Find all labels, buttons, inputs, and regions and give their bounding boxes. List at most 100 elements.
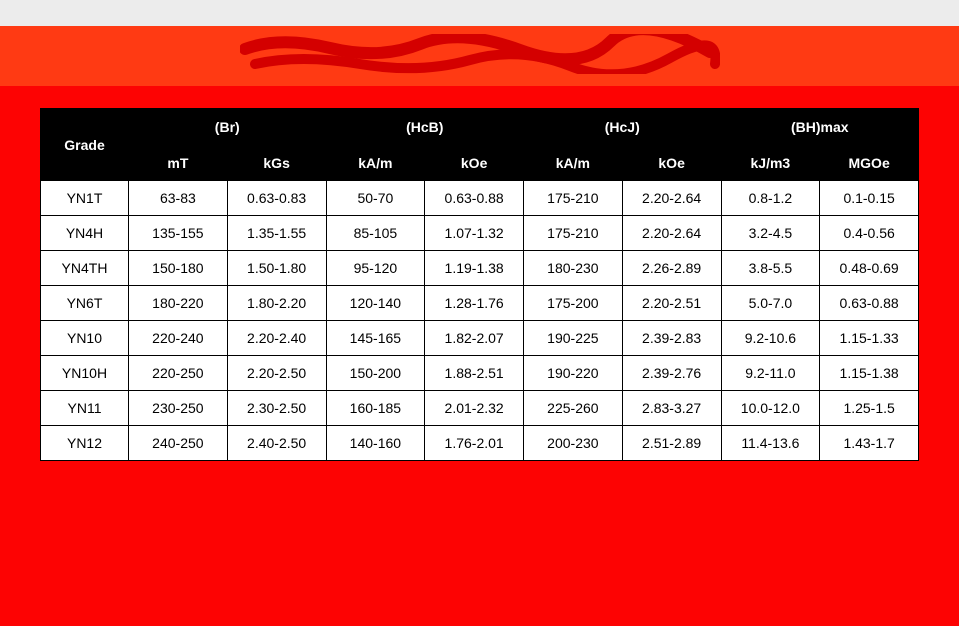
cell: 0.4-0.56 xyxy=(820,216,919,251)
main-panel: Grade (Br) (HcB) (HcJ) (BH)max mT kGs kA… xyxy=(0,86,959,626)
cell: 150-200 xyxy=(326,356,425,391)
cell: 3.8-5.5 xyxy=(721,251,820,286)
cell: 175-210 xyxy=(524,216,623,251)
header-row-units: mT kGs kA/m kOe kA/m kOe kJ/m3 MGOe xyxy=(41,146,919,181)
col-br-mt: mT xyxy=(129,146,228,181)
cell: 2.26-2.89 xyxy=(622,251,721,286)
cell: 2.51-2.89 xyxy=(622,426,721,461)
cell: 95-120 xyxy=(326,251,425,286)
col-group-hcj: (HcJ) xyxy=(524,109,722,146)
cell: 2.20-2.50 xyxy=(227,356,326,391)
table-row: YN6T 180-220 1.80-2.20 120-140 1.28-1.76… xyxy=(41,286,919,321)
cell: 0.48-0.69 xyxy=(820,251,919,286)
cell: 180-220 xyxy=(129,286,228,321)
col-group-br: (Br) xyxy=(129,109,327,146)
cell: 2.39-2.83 xyxy=(622,321,721,356)
cell: 1.76-2.01 xyxy=(425,426,524,461)
cell: 9.2-11.0 xyxy=(721,356,820,391)
cell: 1.15-1.33 xyxy=(820,321,919,356)
cell-grade: YN4TH xyxy=(41,251,129,286)
table-row: YN12 240-250 2.40-2.50 140-160 1.76-2.01… xyxy=(41,426,919,461)
col-group-bhmax: (BH)max xyxy=(721,109,919,146)
cell: 9.2-10.6 xyxy=(721,321,820,356)
cell: 2.30-2.50 xyxy=(227,391,326,426)
cell: 11.4-13.6 xyxy=(721,426,820,461)
cell: 2.20-2.51 xyxy=(622,286,721,321)
cell: 120-140 xyxy=(326,286,425,321)
cell-grade: YN10H xyxy=(41,356,129,391)
cell: 200-230 xyxy=(524,426,623,461)
cell: 2.20-2.40 xyxy=(227,321,326,356)
cell-grade: YN1T xyxy=(41,181,129,216)
table-body: YN1T 63-83 0.63-0.83 50-70 0.63-0.88 175… xyxy=(41,181,919,461)
magnet-grades-table: Grade (Br) (HcB) (HcJ) (BH)max mT kGs kA… xyxy=(40,108,919,461)
cell: 220-250 xyxy=(129,356,228,391)
cell: 220-240 xyxy=(129,321,228,356)
cell: 190-225 xyxy=(524,321,623,356)
cell: 1.82-2.07 xyxy=(425,321,524,356)
cell: 1.07-1.32 xyxy=(425,216,524,251)
cell: 1.28-1.76 xyxy=(425,286,524,321)
cell-grade: YN4H xyxy=(41,216,129,251)
cell: 1.35-1.55 xyxy=(227,216,326,251)
top-strip xyxy=(0,0,959,26)
cell: 1.88-2.51 xyxy=(425,356,524,391)
cell: 175-210 xyxy=(524,181,623,216)
cell: 1.50-1.80 xyxy=(227,251,326,286)
col-bh-mgoe: MGOe xyxy=(820,146,919,181)
cell: 85-105 xyxy=(326,216,425,251)
cell: 230-250 xyxy=(129,391,228,426)
cell: 0.63-0.83 xyxy=(227,181,326,216)
cell-grade: YN6T xyxy=(41,286,129,321)
cell: 2.20-2.64 xyxy=(622,181,721,216)
cell: 2.01-2.32 xyxy=(425,391,524,426)
cell: 160-185 xyxy=(326,391,425,426)
header-row-groups: Grade (Br) (HcB) (HcJ) (BH)max xyxy=(41,109,919,146)
cell: 135-155 xyxy=(129,216,228,251)
col-hcj-koe: kOe xyxy=(622,146,721,181)
table-row: YN10H 220-250 2.20-2.50 150-200 1.88-2.5… xyxy=(41,356,919,391)
redaction-scribble-icon xyxy=(240,34,720,74)
cell: 50-70 xyxy=(326,181,425,216)
col-hcj-kam: kA/m xyxy=(524,146,623,181)
cell: 150-180 xyxy=(129,251,228,286)
cell: 1.43-1.7 xyxy=(820,426,919,461)
col-br-kgs: kGs xyxy=(227,146,326,181)
col-bh-kjm3: kJ/m3 xyxy=(721,146,820,181)
cell: 2.40-2.50 xyxy=(227,426,326,461)
cell: 1.15-1.38 xyxy=(820,356,919,391)
col-hcb-kam: kA/m xyxy=(326,146,425,181)
cell: 0.63-0.88 xyxy=(820,286,919,321)
cell: 145-165 xyxy=(326,321,425,356)
cell: 0.1-0.15 xyxy=(820,181,919,216)
table-row: YN4H 135-155 1.35-1.55 85-105 1.07-1.32 … xyxy=(41,216,919,251)
cell: 1.25-1.5 xyxy=(820,391,919,426)
table-row: YN1T 63-83 0.63-0.83 50-70 0.63-0.88 175… xyxy=(41,181,919,216)
cell: 2.20-2.64 xyxy=(622,216,721,251)
cell: 10.0-12.0 xyxy=(721,391,820,426)
table-row: YN11 230-250 2.30-2.50 160-185 2.01-2.32… xyxy=(41,391,919,426)
col-group-hcb: (HcB) xyxy=(326,109,524,146)
cell: 180-230 xyxy=(524,251,623,286)
header-band xyxy=(0,26,959,86)
table-row: YN10 220-240 2.20-2.40 145-165 1.82-2.07… xyxy=(41,321,919,356)
cell: 63-83 xyxy=(129,181,228,216)
table-row: YN4TH 150-180 1.50-1.80 95-120 1.19-1.38… xyxy=(41,251,919,286)
cell: 1.80-2.20 xyxy=(227,286,326,321)
cell: 140-160 xyxy=(326,426,425,461)
col-hcb-koe: kOe xyxy=(425,146,524,181)
cell: 1.19-1.38 xyxy=(425,251,524,286)
cell: 190-220 xyxy=(524,356,623,391)
cell-grade: YN10 xyxy=(41,321,129,356)
cell: 240-250 xyxy=(129,426,228,461)
cell: 3.2-4.5 xyxy=(721,216,820,251)
cell-grade: YN12 xyxy=(41,426,129,461)
cell: 175-200 xyxy=(524,286,623,321)
cell: 2.39-2.76 xyxy=(622,356,721,391)
col-grade: Grade xyxy=(41,109,129,181)
cell: 2.83-3.27 xyxy=(622,391,721,426)
cell: 5.0-7.0 xyxy=(721,286,820,321)
cell: 0.63-0.88 xyxy=(425,181,524,216)
cell: 0.8-1.2 xyxy=(721,181,820,216)
cell: 225-260 xyxy=(524,391,623,426)
